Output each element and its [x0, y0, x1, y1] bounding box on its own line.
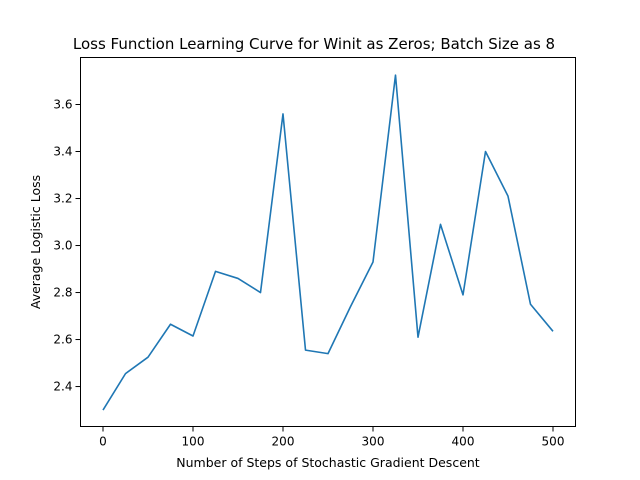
x-axis: 0 100 200 300 400 500: [99, 426, 565, 449]
y-axis-label: Average Logistic Loss: [28, 175, 43, 309]
plot-frame: [80, 57, 576, 427]
x-tick-label: 300: [362, 435, 385, 449]
y-tick-label: 2.4: [53, 380, 72, 394]
x-tick-label: 0: [99, 435, 107, 449]
x-tick-label: 500: [542, 435, 565, 449]
y-tick-label: 3.0: [53, 239, 72, 253]
x-tick-label: 400: [452, 435, 475, 449]
y-tick-label: 3.2: [53, 192, 72, 206]
series-line: [102, 74, 554, 411]
chart-title: Loss Function Learning Curve for Winit a…: [73, 35, 555, 53]
y-tick-label: 3.4: [53, 145, 72, 159]
x-axis-label: Number of Steps of Stochastic Gradient D…: [176, 455, 480, 470]
y-tick-label: 3.6: [53, 98, 72, 112]
y-axis: 2.4 2.6 2.8 3.0 3.2 3.4 3.6: [53, 98, 81, 394]
y-tick-label: 2.8: [53, 286, 72, 300]
x-tick-label: 200: [272, 435, 295, 449]
x-tick-label: 100: [182, 435, 205, 449]
y-tick-label: 2.6: [53, 333, 72, 347]
plot-area: [102, 74, 554, 411]
